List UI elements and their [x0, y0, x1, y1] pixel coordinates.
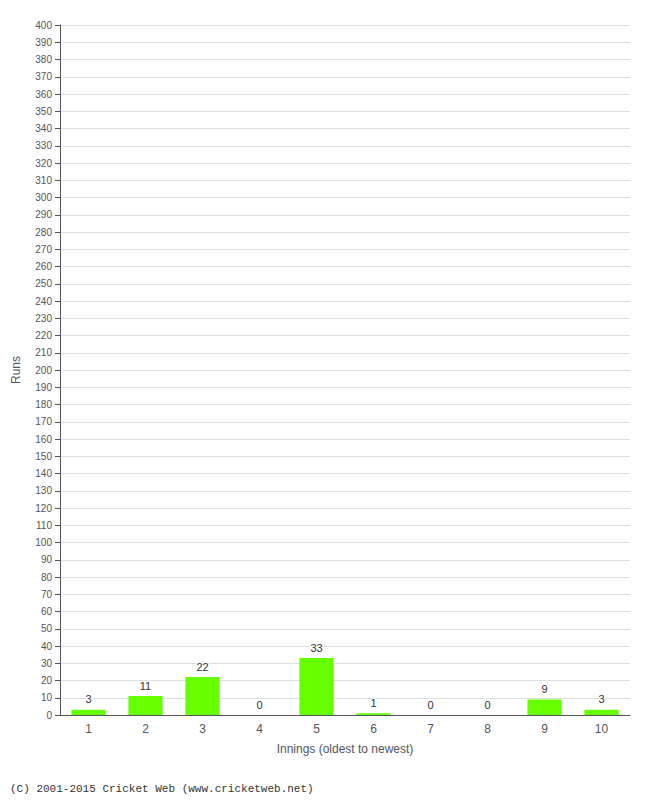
- svg-text:340: 340: [35, 123, 52, 134]
- svg-text:20: 20: [41, 675, 53, 686]
- svg-text:380: 380: [35, 54, 52, 65]
- svg-text:120: 120: [35, 503, 52, 514]
- svg-text:3: 3: [85, 693, 91, 705]
- svg-text:0: 0: [484, 699, 490, 711]
- svg-text:270: 270: [35, 244, 52, 255]
- svg-text:4: 4: [256, 722, 263, 736]
- svg-text:11: 11: [140, 680, 151, 692]
- svg-text:3: 3: [199, 722, 206, 736]
- svg-text:210: 210: [35, 347, 52, 358]
- svg-text:30: 30: [41, 658, 53, 669]
- svg-text:150: 150: [35, 451, 52, 462]
- svg-text:360: 360: [35, 89, 52, 100]
- svg-text:400: 400: [35, 20, 52, 31]
- svg-text:70: 70: [41, 589, 53, 600]
- svg-text:(C) 2001-2015 Cricket Web (www: (C) 2001-2015 Cricket Web (www.cricketwe…: [10, 783, 314, 795]
- svg-text:33: 33: [310, 642, 322, 654]
- svg-text:2: 2: [142, 722, 149, 736]
- svg-text:180: 180: [35, 399, 52, 410]
- svg-text:90: 90: [41, 554, 53, 565]
- svg-text:100: 100: [35, 537, 52, 548]
- svg-text:130: 130: [35, 485, 52, 496]
- svg-text:200: 200: [35, 365, 52, 376]
- svg-text:6: 6: [370, 722, 377, 736]
- svg-text:190: 190: [35, 382, 52, 393]
- svg-text:310: 310: [35, 175, 52, 186]
- svg-text:1: 1: [85, 722, 92, 736]
- svg-text:1: 1: [370, 697, 376, 709]
- svg-text:22: 22: [196, 661, 208, 673]
- svg-text:80: 80: [41, 572, 53, 583]
- svg-text:170: 170: [35, 416, 52, 427]
- svg-text:280: 280: [35, 227, 52, 238]
- svg-text:140: 140: [35, 468, 52, 479]
- svg-text:250: 250: [35, 278, 52, 289]
- svg-text:9: 9: [541, 683, 547, 695]
- svg-text:260: 260: [35, 261, 52, 272]
- svg-text:7: 7: [427, 722, 434, 736]
- svg-text:60: 60: [41, 606, 53, 617]
- svg-text:160: 160: [35, 434, 52, 445]
- svg-text:10: 10: [41, 692, 53, 703]
- svg-text:0: 0: [427, 699, 433, 711]
- svg-text:370: 370: [35, 71, 52, 82]
- svg-text:320: 320: [35, 158, 52, 169]
- svg-text:220: 220: [35, 330, 52, 341]
- svg-text:0: 0: [256, 699, 262, 711]
- svg-text:3: 3: [598, 693, 604, 705]
- svg-text:8: 8: [484, 722, 491, 736]
- svg-text:230: 230: [35, 313, 52, 324]
- svg-text:110: 110: [36, 520, 52, 531]
- svg-text:0: 0: [46, 710, 52, 721]
- svg-text:9: 9: [541, 722, 548, 736]
- svg-text:50: 50: [41, 623, 53, 634]
- svg-text:350: 350: [35, 106, 52, 117]
- svg-text:Innings (oldest to newest): Innings (oldest to newest): [277, 742, 414, 756]
- svg-text:240: 240: [35, 296, 52, 307]
- svg-text:10: 10: [595, 722, 609, 736]
- svg-text:40: 40: [41, 641, 53, 652]
- svg-text:Runs: Runs: [9, 356, 23, 384]
- svg-text:300: 300: [35, 192, 52, 203]
- svg-text:5: 5: [313, 722, 320, 736]
- svg-text:390: 390: [35, 37, 52, 48]
- svg-text:290: 290: [35, 209, 52, 220]
- svg-text:330: 330: [35, 140, 52, 151]
